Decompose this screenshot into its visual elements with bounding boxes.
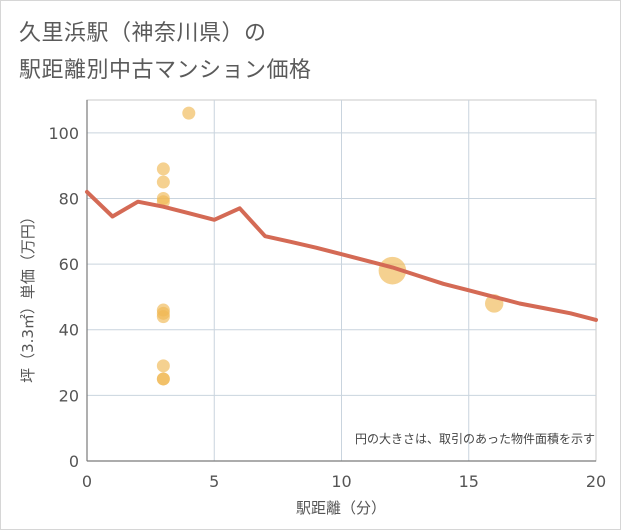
data-bubble [156, 175, 170, 189]
y-tick-label: 100 [48, 124, 79, 143]
chart-title-line1: 久里浜駅（神奈川県）の [19, 21, 267, 46]
chart-note: 円の大きさは、取引のあった物件面積を示す [355, 431, 595, 446]
x-axis-label: 駅距離（分） [296, 499, 386, 517]
y-tick-label: 0 [69, 452, 79, 471]
y-tick-label: 40 [59, 321, 79, 340]
chart-title: 久里浜駅（神奈川県）の 駅距離別中古マンション価格 [19, 15, 312, 89]
chart-title-line2: 駅距離別中古マンション価格 [19, 58, 312, 83]
x-tick-label: 0 [82, 472, 92, 491]
data-bubble [156, 372, 170, 386]
data-bubble [156, 359, 170, 373]
x-tick-label: 10 [331, 472, 351, 491]
y-tick-label: 80 [59, 189, 79, 208]
y-tick-label: 20 [59, 386, 79, 405]
data-bubble [156, 310, 170, 324]
trend-line [85, 189, 598, 322]
data-bubble [182, 106, 196, 120]
data-bubble [156, 162, 170, 176]
bubbles [156, 106, 504, 386]
x-tick-label: 5 [209, 472, 219, 491]
y-axis-label: 坪（3.3㎡）単価（万円） [19, 209, 37, 383]
axes [86, 100, 596, 462]
x-tick-label: 20 [586, 472, 606, 491]
grid-lines [87, 100, 596, 461]
trend-line-group [85, 189, 598, 322]
y-tick-label: 60 [59, 255, 79, 274]
x-tick-label: 15 [459, 472, 479, 491]
tick-labels: 0 5 10 15 20 0 20 40 60 80 100 [48, 124, 606, 491]
